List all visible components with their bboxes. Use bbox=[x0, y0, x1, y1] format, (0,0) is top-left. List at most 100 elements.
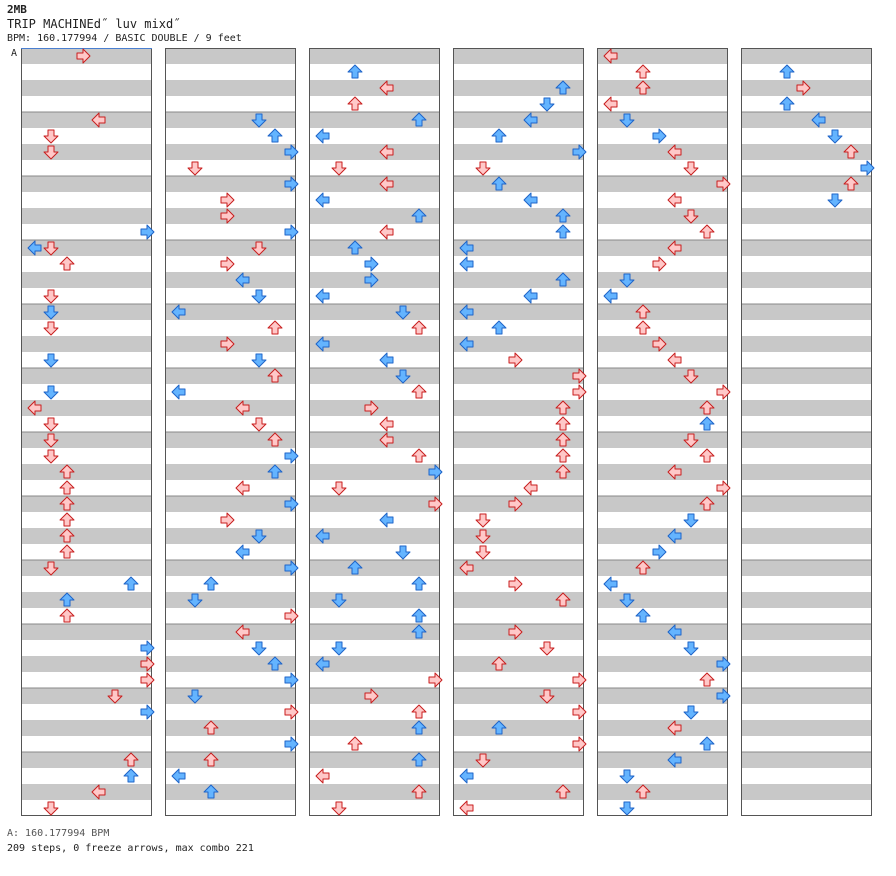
left-arrow-icon bbox=[523, 288, 538, 304]
down-arrow-icon bbox=[475, 753, 491, 768]
left-arrow-icon bbox=[235, 272, 250, 288]
beat-stripe bbox=[309, 624, 440, 640]
beat-stripe bbox=[165, 240, 296, 256]
left-arrow-icon bbox=[603, 288, 618, 304]
left-arrow-icon bbox=[459, 800, 474, 816]
right-arrow-icon bbox=[572, 368, 587, 384]
up-arrow-icon bbox=[411, 608, 427, 623]
chart-column-frame bbox=[741, 48, 872, 816]
down-arrow-icon bbox=[187, 161, 203, 176]
up-arrow-icon bbox=[59, 464, 75, 479]
right-arrow-icon bbox=[716, 656, 731, 672]
up-arrow-icon bbox=[123, 768, 139, 783]
chart-column-frame bbox=[453, 48, 584, 816]
left-arrow-icon bbox=[315, 288, 330, 304]
beat-stripe bbox=[309, 496, 440, 512]
up-arrow-icon bbox=[59, 256, 75, 271]
up-arrow-icon bbox=[699, 736, 715, 751]
beat-stripe bbox=[597, 656, 728, 672]
beat-stripe bbox=[165, 528, 296, 544]
beat-stripe bbox=[309, 208, 440, 224]
right-arrow-icon bbox=[716, 176, 731, 192]
up-arrow-icon bbox=[411, 448, 427, 463]
left-arrow-icon bbox=[315, 336, 330, 352]
right-arrow-icon bbox=[140, 640, 155, 656]
beat-stripe bbox=[597, 368, 728, 384]
up-arrow-icon bbox=[203, 752, 219, 767]
left-arrow-icon bbox=[235, 400, 250, 416]
down-arrow-icon bbox=[43, 129, 59, 144]
beat-stripe bbox=[453, 176, 584, 192]
left-arrow-icon bbox=[171, 384, 186, 400]
down-arrow-icon bbox=[43, 801, 59, 816]
up-arrow-icon bbox=[59, 480, 75, 495]
up-arrow-icon bbox=[59, 528, 75, 543]
up-arrow-icon bbox=[491, 176, 507, 191]
left-arrow-icon bbox=[459, 560, 474, 576]
down-arrow-icon bbox=[43, 145, 59, 160]
beat-stripe bbox=[741, 144, 872, 160]
left-arrow-icon bbox=[379, 416, 394, 432]
beat-stripe bbox=[309, 528, 440, 544]
left-arrow-icon bbox=[91, 112, 106, 128]
right-arrow-icon bbox=[140, 704, 155, 720]
down-arrow-icon bbox=[331, 593, 347, 608]
right-arrow-icon bbox=[716, 480, 731, 496]
left-arrow-icon bbox=[459, 240, 474, 256]
chart-meta: BPM: 160.177994 / BASIC DOUBLE / 9 feet bbox=[7, 33, 242, 44]
right-arrow-icon bbox=[284, 736, 299, 752]
left-arrow-icon bbox=[315, 192, 330, 208]
right-arrow-icon bbox=[364, 256, 379, 272]
up-arrow-icon bbox=[555, 208, 571, 223]
up-arrow-icon bbox=[491, 720, 507, 735]
beat-stripe bbox=[165, 720, 296, 736]
right-arrow-icon bbox=[716, 688, 731, 704]
beat-stripe bbox=[165, 784, 296, 800]
right-arrow-icon bbox=[428, 496, 443, 512]
chart-column-frame bbox=[309, 48, 440, 816]
up-arrow-icon bbox=[411, 576, 427, 591]
up-arrow-icon bbox=[635, 304, 651, 319]
beat-stripe bbox=[309, 432, 440, 448]
beat-stripe bbox=[597, 304, 728, 320]
up-arrow-icon bbox=[491, 128, 507, 143]
chart-footer: A: 160.177994 BPM 209 steps, 0 freeze ar… bbox=[7, 826, 254, 856]
left-arrow-icon bbox=[667, 528, 682, 544]
left-arrow-icon bbox=[667, 352, 682, 368]
down-arrow-icon bbox=[331, 481, 347, 496]
beat-stripe bbox=[453, 592, 584, 608]
beat-stripe bbox=[309, 656, 440, 672]
beat-stripe bbox=[453, 272, 584, 288]
up-arrow-icon bbox=[347, 736, 363, 751]
right-arrow-icon bbox=[220, 512, 235, 528]
left-arrow-icon bbox=[235, 544, 250, 560]
left-arrow-icon bbox=[603, 48, 618, 64]
beat-stripe bbox=[597, 176, 728, 192]
beat-stripe bbox=[165, 176, 296, 192]
down-arrow-icon bbox=[683, 369, 699, 384]
right-arrow-icon bbox=[140, 672, 155, 688]
down-arrow-icon bbox=[187, 689, 203, 704]
beat-stripe bbox=[21, 688, 152, 704]
down-arrow-icon bbox=[683, 161, 699, 176]
down-arrow-icon bbox=[619, 801, 635, 816]
beat-stripe bbox=[309, 368, 440, 384]
up-arrow-icon bbox=[843, 176, 859, 191]
up-arrow-icon bbox=[267, 656, 283, 671]
down-arrow-icon bbox=[187, 593, 203, 608]
up-arrow-icon bbox=[203, 576, 219, 591]
down-arrow-icon bbox=[251, 529, 267, 544]
beat-stripe bbox=[597, 688, 728, 704]
beat-stripe bbox=[741, 208, 872, 224]
beat-stripe bbox=[597, 240, 728, 256]
up-arrow-icon bbox=[411, 784, 427, 799]
right-arrow-icon bbox=[508, 576, 523, 592]
right-arrow-icon bbox=[284, 560, 299, 576]
right-arrow-icon bbox=[716, 384, 731, 400]
up-arrow-icon bbox=[635, 80, 651, 95]
up-arrow-icon bbox=[411, 720, 427, 735]
up-arrow-icon bbox=[123, 576, 139, 591]
beat-stripe bbox=[165, 432, 296, 448]
beat-stripe bbox=[309, 112, 440, 128]
up-arrow-icon bbox=[59, 512, 75, 527]
